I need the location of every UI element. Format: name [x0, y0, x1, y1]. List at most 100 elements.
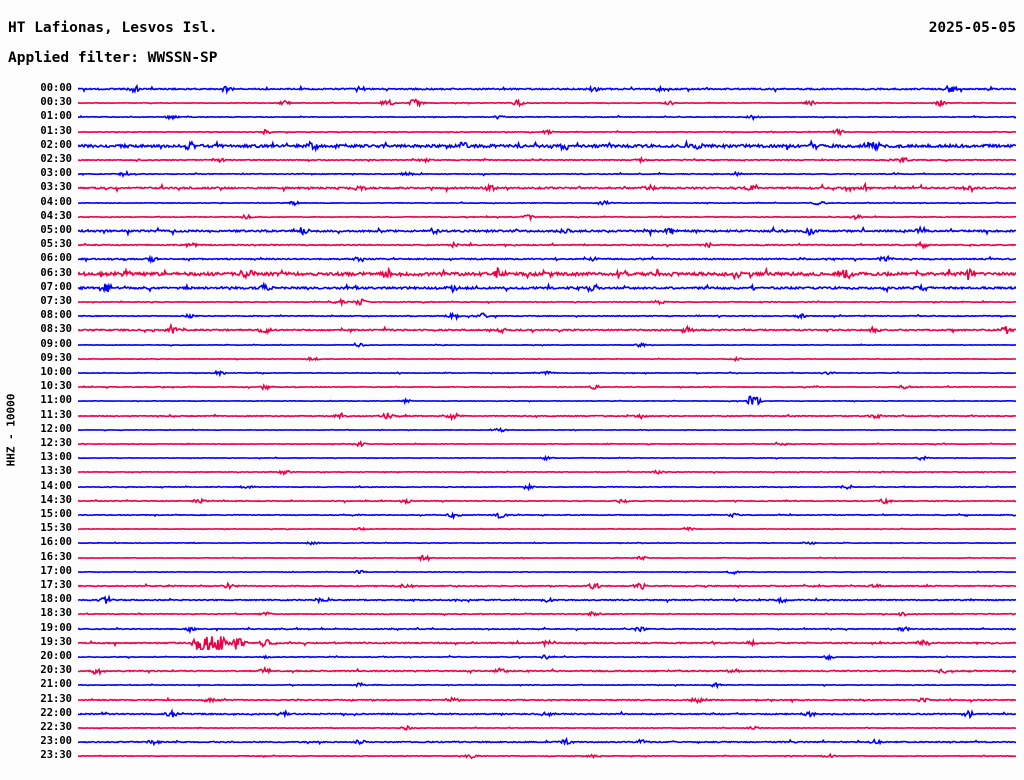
seismogram-plot: 00:00 00:30 01:00 01:30 02:00 02:30 03:00 03:30…	[0, 80, 1024, 770]
waveform-trace	[78, 737, 1016, 747]
trace-row: 04:00	[0, 196, 1024, 210]
trace-time-label: 03:00	[40, 167, 72, 180]
trace-row: 09:30	[0, 352, 1024, 366]
trace-row: 21:00	[0, 678, 1024, 692]
trace-time-label: 15:30	[40, 522, 72, 535]
waveform-trace	[78, 682, 1016, 690]
waveform-trace	[78, 666, 1016, 677]
trace-time-label: 21:00	[40, 678, 72, 691]
record-date: 2025-05-05	[928, 20, 1016, 36]
waveform-trace	[78, 553, 1016, 562]
trace-row: 03:30	[0, 181, 1024, 195]
trace-time-label: 17:00	[40, 564, 72, 577]
trace-row: 10:00	[0, 366, 1024, 380]
waveform-trace	[78, 426, 1016, 433]
waveform-trace	[78, 594, 1016, 605]
trace-row: 05:00	[0, 224, 1024, 238]
waveform-trace	[78, 98, 1016, 109]
waveform-trace	[78, 695, 1016, 704]
trace-time-label: 01:00	[40, 110, 72, 123]
trace-time-label: 09:30	[40, 351, 72, 364]
waveform-trace	[78, 114, 1016, 122]
trace-row: 00:00	[0, 82, 1024, 96]
trace-time-label: 11:30	[40, 408, 72, 421]
trace-time-label: 12:00	[40, 422, 72, 435]
waveform-trace	[78, 395, 1016, 407]
trace-row: 03:00	[0, 167, 1024, 181]
trace-time-label: 04:00	[40, 195, 72, 208]
trace-time-label: 00:30	[40, 96, 72, 109]
trace-row: 13:00	[0, 451, 1024, 465]
trace-time-label: 18:00	[40, 593, 72, 606]
trace-row: 17:00	[0, 565, 1024, 579]
trace-row: 20:30	[0, 664, 1024, 678]
trace-row: 07:30	[0, 295, 1024, 309]
waveform-trace	[78, 323, 1016, 336]
trace-time-label: 01:30	[40, 124, 72, 137]
trace-time-label: 06:30	[40, 266, 72, 279]
waveform-trace	[78, 625, 1016, 634]
trace-row: 18:30	[0, 607, 1024, 621]
waveform-trace	[78, 569, 1016, 576]
waveform-trace	[78, 439, 1016, 448]
trace-time-label: 14:30	[40, 493, 72, 506]
trace-row: 15:30	[0, 522, 1024, 536]
waveform-trace	[78, 411, 1016, 421]
waveform-trace	[78, 511, 1016, 521]
trace-row: 13:30	[0, 465, 1024, 479]
trace-row: 22:00	[0, 707, 1024, 721]
waveform-trace	[78, 311, 1016, 322]
waveform-trace	[78, 541, 1016, 547]
trace-row: 16:00	[0, 536, 1024, 550]
waveform-trace	[78, 266, 1016, 281]
trace-time-label: 05:00	[40, 224, 72, 236]
trace-time-label: 21:30	[40, 692, 72, 705]
waveform-trace	[78, 83, 1016, 95]
trace-time-label: 13:30	[40, 465, 72, 478]
trace-row: 22:30	[0, 721, 1024, 735]
waveform-trace	[78, 581, 1016, 591]
trace-time-label: 00:00	[40, 82, 72, 94]
trace-time-label: 14:00	[40, 479, 72, 492]
trace-row: 11:30	[0, 409, 1024, 423]
trace-row: 09:00	[0, 338, 1024, 352]
waveform-trace	[78, 496, 1016, 505]
waveform-trace	[78, 181, 1016, 194]
trace-row: 01:00	[0, 110, 1024, 124]
waveform-trace	[78, 481, 1016, 491]
waveform-trace	[78, 469, 1016, 477]
trace-time-label: 23:30	[40, 749, 72, 762]
waveform-trace	[78, 127, 1016, 137]
trace-row: 23:00	[0, 735, 1024, 749]
applied-filter-label: Applied filter: WWSSN-SP	[8, 50, 218, 66]
waveform-trace	[78, 213, 1016, 222]
trace-row: 08:30	[0, 323, 1024, 337]
waveform-trace	[78, 635, 1016, 650]
trace-time-label: 19:30	[40, 635, 72, 648]
trace-time-label: 20:30	[40, 664, 72, 677]
trace-time-label: 19:00	[40, 621, 72, 634]
waveform-trace	[78, 199, 1016, 207]
trace-time-label: 12:30	[40, 437, 72, 449]
trace-row: 12:30	[0, 437, 1024, 451]
trace-row: 07:00	[0, 281, 1024, 295]
trace-row: 15:00	[0, 508, 1024, 522]
trace-time-label: 13:00	[40, 451, 72, 464]
waveform-trace	[78, 753, 1016, 760]
trace-row: 10:30	[0, 380, 1024, 394]
trace-time-label: 23:00	[40, 735, 72, 748]
waveform-trace	[78, 254, 1016, 265]
trace-time-label: 04:30	[40, 209, 72, 222]
trace-time-label: 02:00	[40, 138, 72, 151]
waveform-trace	[78, 611, 1016, 618]
trace-time-label: 22:30	[40, 721, 72, 733]
trace-row: 08:00	[0, 309, 1024, 323]
trace-row: 18:00	[0, 593, 1024, 607]
trace-time-label: 07:30	[40, 295, 72, 307]
waveform-trace	[78, 355, 1016, 362]
trace-time-label: 08:30	[40, 323, 72, 336]
trace-time-label: 08:00	[40, 309, 72, 322]
trace-time-label: 22:00	[40, 706, 72, 719]
trace-row: 17:30	[0, 579, 1024, 593]
